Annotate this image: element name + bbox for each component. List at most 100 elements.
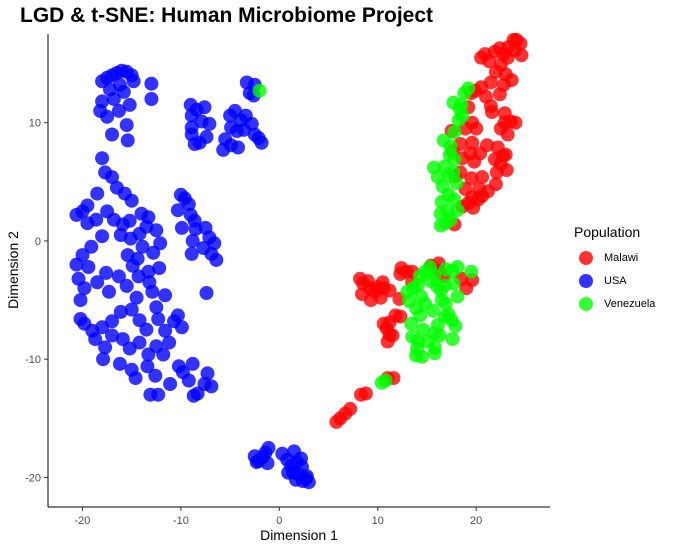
point-venezuela [450,260,465,274]
point-usa [197,100,212,115]
legend-label-malawi: Malawi [604,251,639,264]
point-venezuela [413,308,428,323]
points-layer [69,32,529,490]
point-usa [216,142,231,157]
point-malawi [487,152,502,167]
point-usa [75,248,90,263]
point-usa [120,133,135,148]
point-venezuela [448,319,463,334]
point-usa [116,84,131,99]
point-usa [113,228,128,242]
point-usa [170,203,185,218]
point-malawi [492,87,507,102]
point-usa [204,379,219,394]
point-venezuela [450,203,465,218]
point-usa [202,116,217,131]
point-malawi [358,386,373,401]
point-usa [84,239,99,254]
point-usa [145,284,160,299]
point-venezuela [447,192,462,207]
point-usa [124,193,139,208]
point-usa [281,465,296,480]
point-venezuela [449,176,464,190]
point-venezuela [450,289,465,304]
point-usa [231,140,245,155]
point-venezuela [438,262,453,277]
point-usa [254,135,269,150]
point-usa [135,239,150,254]
y-tick-label: -10 [25,354,41,366]
legend-item-usa: USA [574,269,655,292]
point-malawi [475,170,490,185]
y-tick-label: -20 [25,472,41,484]
legend: Population Malawi USA Venezuela [574,224,655,315]
point-malawi [500,127,515,142]
point-venezuela [425,303,440,318]
point-usa [111,103,126,118]
point-malawi [483,75,498,90]
point-venezuela [442,147,457,162]
point-usa [88,332,103,347]
point-usa [149,223,164,238]
point-usa [152,261,167,276]
point-venezuela [447,125,462,140]
point-malawi [466,200,481,215]
point-malawi [375,275,390,290]
point-usa [119,278,134,293]
point-usa [163,377,178,391]
ticks-layer: -20 -10 0 10 20 -20 -10 0 10 [25,118,482,527]
point-usa [249,455,264,470]
point-usa [181,197,196,212]
point-usa [151,312,166,326]
point-usa [146,245,161,260]
point-usa [119,118,134,133]
point-venezuela [426,326,441,341]
point-usa [98,340,113,355]
point-venezuela [427,346,442,361]
point-usa [124,302,139,317]
point-usa [122,213,137,228]
point-usa [128,371,143,386]
point-usa [174,220,189,235]
point-usa [90,186,105,201]
point-usa [184,246,199,261]
point-malawi [499,163,514,177]
point-usa [185,233,200,248]
point-usa [141,264,156,279]
y-tick-label: 10 [29,118,41,130]
x-tick-label: 20 [470,515,482,527]
point-venezuela [416,322,430,337]
y-axis-title: Dimension 2 [5,231,21,309]
point-venezuela [378,373,393,388]
point-usa [95,151,110,166]
point-usa [132,335,147,350]
point-usa [244,116,259,131]
point-venezuela [438,296,453,311]
point-usa [105,127,119,142]
point-usa [170,308,185,323]
point-malawi [514,48,529,63]
legend-label-venezuela: Venezuela [604,297,656,310]
point-venezuela [441,307,456,322]
chart-title: LGD & t-SNE: Human Microbiome Project [20,4,434,27]
point-venezuela [404,316,419,331]
point-malawi [393,267,408,281]
legend-item-malawi: Malawi [574,246,655,269]
legend-item-venezuela: Venezuela [574,292,655,315]
point-usa [158,288,173,303]
point-malawi [472,181,487,196]
point-venezuela [445,332,460,347]
point-usa [129,290,144,305]
y-tick-label: 0 [35,236,41,248]
point-usa [96,352,111,367]
point-usa [112,356,127,371]
point-usa [106,92,121,106]
point-usa [260,456,275,471]
point-usa [81,260,96,274]
legend-swatch-usa [579,273,593,288]
point-usa [140,359,155,374]
legend-title: Population [574,224,641,240]
point-venezuela [464,264,479,279]
point-usa [89,212,104,227]
